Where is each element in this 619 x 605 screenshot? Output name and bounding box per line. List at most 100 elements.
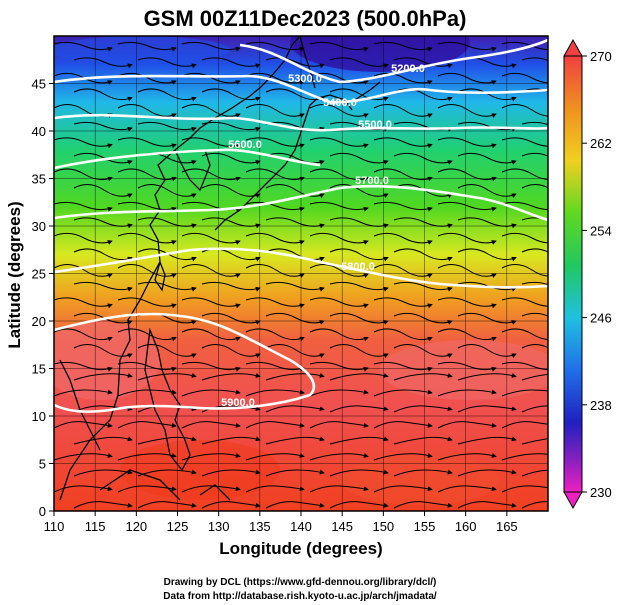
streamline: [117, 72, 177, 85]
x-axis-title: Longitude (degrees): [219, 539, 382, 558]
streamline: [309, 201, 369, 212]
streamline: [245, 201, 305, 212]
streamline: [137, 217, 197, 229]
streamline: [393, 248, 453, 262]
streamline: [54, 453, 113, 461]
streamline: [245, 453, 305, 461]
streamline: [501, 104, 548, 117]
y-tick-label: 25: [32, 267, 46, 282]
streamline: [501, 485, 548, 493]
streamline: [329, 184, 389, 199]
streamline: [457, 88, 517, 102]
streamline: [245, 41, 305, 52]
streamline: [457, 184, 517, 199]
streamline: [201, 121, 261, 132]
streamline: [181, 297, 241, 309]
streamline: [54, 485, 113, 493]
colorbar: 270 262 254 246 238 230: [563, 38, 612, 510]
streamline: [245, 72, 305, 85]
streamline: [54, 328, 113, 342]
streamline: [137, 501, 197, 509]
streamline: [329, 373, 389, 381]
streamline: [373, 389, 433, 397]
streamline: [393, 312, 453, 325]
streamline: [137, 57, 197, 69]
y-tick-label: 30: [32, 219, 46, 234]
contour-5800: [53, 247, 549, 289]
contour-5200: [239, 38, 549, 84]
contour-label: 5700.0: [355, 175, 389, 187]
streamline: [54, 389, 113, 397]
streamline: [501, 264, 548, 277]
streamline: [329, 436, 389, 445]
streamline: [501, 421, 548, 429]
streamline: [201, 436, 261, 445]
contour-5600: [53, 148, 321, 170]
streamline: [457, 436, 517, 445]
streamline: [501, 361, 548, 371]
streamline: [393, 436, 453, 445]
streamline: [181, 168, 241, 182]
streamline: [521, 438, 548, 445]
streamline: [373, 201, 433, 212]
streamline: [137, 184, 197, 199]
y-tick-label: 35: [32, 172, 46, 187]
streamline: [373, 328, 433, 342]
streamline: [457, 248, 517, 262]
streamline: [501, 137, 548, 147]
streamline: [393, 469, 453, 477]
streamline: [437, 72, 497, 85]
streamline: [437, 297, 497, 309]
streamline: [137, 436, 197, 445]
streamline: [309, 453, 369, 461]
streamline: [309, 485, 369, 493]
streamline: [329, 217, 389, 229]
streamline: [309, 421, 369, 429]
contour-label: 5200.0: [391, 63, 425, 75]
colorbar-tick-label: 230: [590, 485, 612, 500]
x-tick-label: 120: [125, 519, 147, 534]
streamline: [437, 453, 497, 461]
streamline: [437, 201, 497, 212]
streamline: [73, 281, 133, 292]
streamline: [521, 281, 548, 286]
streamline: [54, 168, 113, 182]
credit-data: Data from http://database.rish.kyoto-u.a…: [163, 591, 437, 602]
streamline: [201, 373, 261, 381]
y-tick-label: 20: [32, 314, 46, 329]
streamline: [329, 88, 389, 102]
streamline: [329, 248, 389, 262]
streamline: [457, 152, 517, 165]
streamline: [437, 328, 497, 342]
y-tick-label: 10: [32, 409, 46, 424]
streamline: [373, 232, 433, 245]
streamline: [201, 344, 261, 359]
streamline: [181, 485, 241, 493]
streamline: [265, 405, 325, 413]
streamline: [201, 152, 261, 165]
streamline: [117, 421, 177, 429]
streamline: [457, 405, 517, 413]
streamline: [245, 328, 305, 342]
y-tick-label: 40: [32, 124, 46, 139]
y-axis-title: Latitude (degrees): [5, 201, 24, 348]
streamline: [521, 121, 548, 126]
streamline: [437, 137, 497, 149]
streamline: [73, 57, 133, 69]
streamline: [73, 217, 133, 229]
streamline: [245, 297, 305, 309]
streamline: [521, 217, 548, 221]
streamline: [137, 88, 197, 102]
colorbar-tick-label: 246: [590, 311, 612, 326]
contour-label: 5800.0: [341, 261, 375, 273]
streamline: [457, 312, 517, 325]
streamline: [73, 469, 133, 477]
streamline: [521, 57, 548, 61]
streamline: [457, 121, 517, 132]
streamline: [521, 501, 548, 509]
streamline: [373, 41, 433, 52]
colorbar-tick-label: 254: [590, 223, 612, 238]
colorbar-tick-label: 262: [590, 136, 612, 151]
streamline: [245, 232, 305, 245]
streamline: [117, 168, 177, 182]
